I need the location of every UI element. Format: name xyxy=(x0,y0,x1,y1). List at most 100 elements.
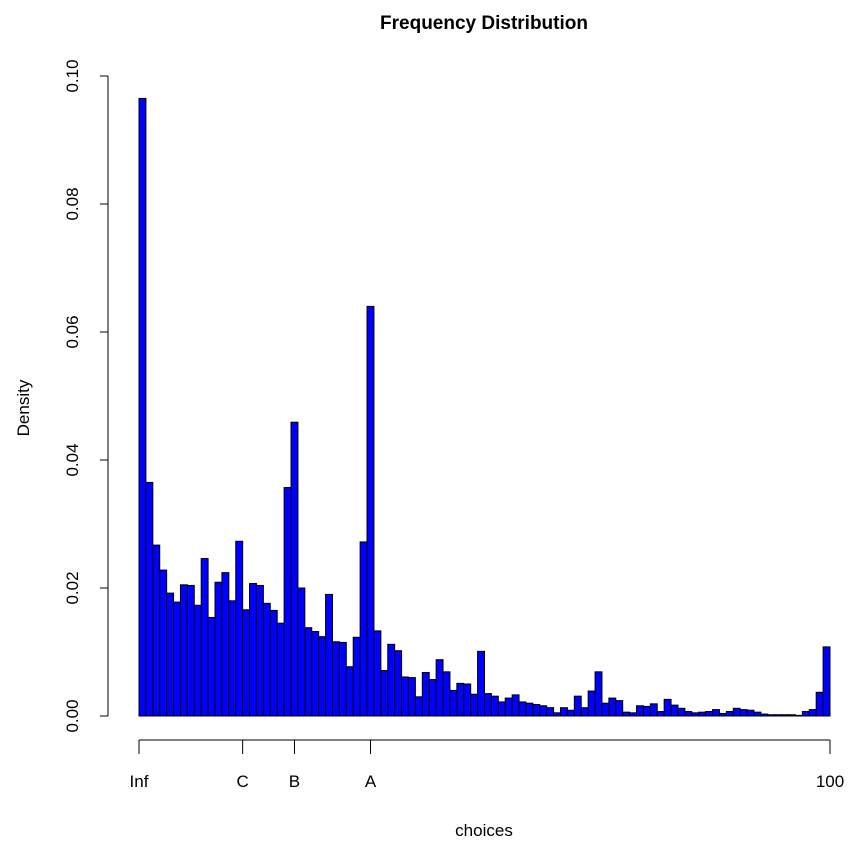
histogram-bar xyxy=(739,709,748,717)
histogram-bar xyxy=(449,689,458,717)
histogram-bar xyxy=(456,682,465,717)
histogram-bar xyxy=(262,602,271,717)
histogram-bar xyxy=(152,544,161,717)
y-tick-label: 0.08 xyxy=(63,187,82,220)
histogram-bar xyxy=(649,703,658,717)
histogram-bar xyxy=(629,712,638,717)
histogram-bar xyxy=(539,705,548,717)
histogram-bar xyxy=(269,609,278,717)
y-tick-label: 0.00 xyxy=(63,699,82,732)
histogram-bar xyxy=(283,487,292,717)
histogram-bar xyxy=(249,583,257,717)
histogram-bar xyxy=(477,650,485,717)
histogram-bar xyxy=(345,666,354,717)
chart-title: Frequency Distribution xyxy=(380,13,588,34)
histogram-bar xyxy=(228,600,237,717)
histogram-bar xyxy=(331,641,340,717)
histogram-bar xyxy=(311,631,320,717)
histogram-bar xyxy=(725,711,734,717)
histogram-bar xyxy=(407,677,416,717)
histogram-bar xyxy=(663,698,672,717)
histogram-bar xyxy=(691,712,700,717)
histogram-bar xyxy=(179,584,188,717)
histogram-bar xyxy=(732,707,741,717)
y-axis-label: Density xyxy=(14,379,33,436)
histogram-bar xyxy=(518,701,527,717)
y-tick-label: 0.02 xyxy=(63,571,82,604)
histogram-bar xyxy=(808,709,817,717)
histogram-bar xyxy=(290,421,299,717)
x-axis-label: choices xyxy=(455,821,513,840)
histogram-bar xyxy=(760,713,769,717)
histogram-bar xyxy=(815,691,824,717)
histogram-bar xyxy=(235,540,244,717)
histogram-bar xyxy=(401,676,409,717)
histogram-bar xyxy=(366,305,375,717)
histogram-bar xyxy=(352,636,361,717)
histogram-bar xyxy=(193,604,202,717)
histogram-bar xyxy=(394,650,403,717)
histogram-bar xyxy=(207,616,216,717)
x-tick-label: Inf xyxy=(130,772,149,791)
histogram-bar xyxy=(746,709,755,717)
histogram-bar xyxy=(159,569,168,717)
histogram-bar xyxy=(532,703,541,717)
bars-group xyxy=(138,97,831,717)
histogram-bar xyxy=(712,709,720,717)
y-tick-label: 0.04 xyxy=(63,443,82,476)
x-axis-ticks: Inf C B A 100 xyxy=(130,740,844,791)
histogram-bar xyxy=(297,587,306,717)
histogram-bar xyxy=(421,671,430,717)
x-tick-label: 100 xyxy=(816,772,844,791)
histogram-bar xyxy=(601,702,610,717)
histogram-bar xyxy=(794,714,803,717)
histogram-bar xyxy=(497,701,506,717)
histogram-bar xyxy=(490,695,499,717)
histogram-bar xyxy=(325,593,333,717)
histogram-bar xyxy=(580,707,589,717)
histogram-bar xyxy=(138,97,147,717)
y-axis-ticks: 0.00 0.02 0.04 0.06 0.08 0.10 xyxy=(63,59,108,733)
x-tick-label: B xyxy=(289,772,300,791)
histogram-bar xyxy=(186,584,195,717)
histogram-bar xyxy=(442,671,451,717)
y-tick-label: 0.06 xyxy=(63,315,82,348)
histogram-bar xyxy=(718,712,727,717)
histogram-bar xyxy=(504,697,513,717)
x-tick-label: A xyxy=(365,772,377,791)
histogram-bar xyxy=(173,601,181,717)
histogram-bar xyxy=(304,627,313,717)
y-tick-label: 0.10 xyxy=(63,59,82,92)
histogram-bar xyxy=(801,711,810,717)
histogram-bar xyxy=(276,622,285,717)
histogram-bar xyxy=(414,696,423,717)
histogram-bar xyxy=(373,630,382,717)
histogram-bar xyxy=(214,581,223,717)
histogram-bar xyxy=(670,704,679,717)
histogram-bar xyxy=(594,671,603,717)
histogram-bar xyxy=(566,709,575,717)
histogram-bar xyxy=(788,714,796,717)
histogram-bar xyxy=(318,636,327,717)
histogram-bar xyxy=(546,707,555,717)
histogram-bar xyxy=(200,558,209,717)
histogram-bar xyxy=(636,705,644,717)
histogram-bar xyxy=(525,702,534,717)
histogram-bar xyxy=(145,481,154,717)
histogram-bar xyxy=(677,707,686,717)
histogram-bar xyxy=(587,690,596,717)
histogram-bar xyxy=(753,711,762,717)
histogram-bar xyxy=(428,679,437,717)
histogram-bar xyxy=(767,714,776,717)
histogram-bar xyxy=(698,711,707,717)
histogram-bar xyxy=(781,714,790,717)
histogram-bar xyxy=(656,711,665,717)
histogram-bar xyxy=(822,646,831,717)
histogram-bar xyxy=(774,714,783,717)
histogram-bar xyxy=(511,694,520,717)
histogram-bar xyxy=(359,541,368,717)
histogram-bar xyxy=(221,572,230,717)
histogram-bar xyxy=(684,711,693,717)
histogram-bar xyxy=(166,592,175,717)
histogram-bar xyxy=(553,712,562,717)
